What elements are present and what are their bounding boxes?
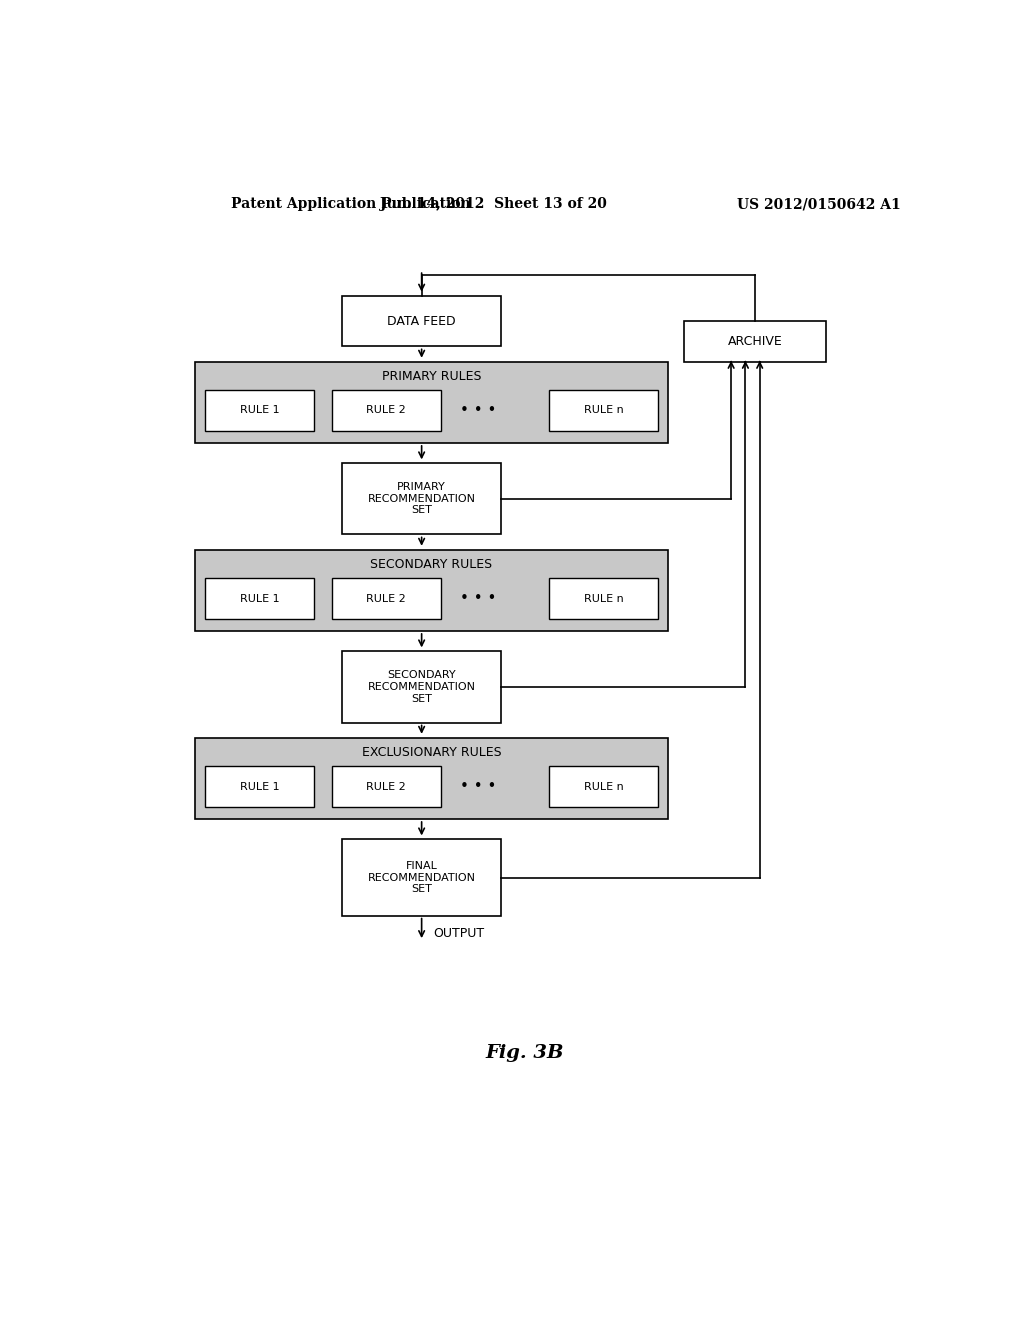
Text: • • •: • • •	[461, 591, 497, 606]
Text: RULE 2: RULE 2	[367, 594, 407, 603]
Text: RULE n: RULE n	[584, 781, 624, 792]
Bar	[684, 321, 826, 362]
Text: • • •: • • •	[461, 779, 497, 795]
Bar	[196, 362, 668, 444]
Text: DATA FEED: DATA FEED	[387, 314, 456, 327]
Text: OUTPUT: OUTPUT	[433, 928, 484, 940]
Text: RULE 1: RULE 1	[240, 781, 280, 792]
Text: Patent Application Publication: Patent Application Publication	[231, 197, 471, 211]
Text: ARCHIVE: ARCHIVE	[728, 335, 782, 348]
Bar	[205, 391, 313, 430]
Text: PRIMARY RULES: PRIMARY RULES	[382, 370, 481, 383]
Text: • • •: • • •	[461, 403, 497, 418]
Text: RULE 2: RULE 2	[367, 781, 407, 792]
Text: Fig. 3B: Fig. 3B	[485, 1044, 564, 1061]
Text: RULE n: RULE n	[584, 594, 624, 603]
Text: SECONDARY
RECOMMENDATION
SET: SECONDARY RECOMMENDATION SET	[368, 671, 475, 704]
Bar	[332, 391, 440, 430]
Text: PRIMARY
RECOMMENDATION
SET: PRIMARY RECOMMENDATION SET	[368, 482, 475, 516]
Bar	[196, 549, 668, 631]
Bar	[549, 578, 658, 619]
Bar	[196, 738, 668, 818]
Text: Jun. 14, 2012  Sheet 13 of 20: Jun. 14, 2012 Sheet 13 of 20	[380, 197, 606, 211]
Bar	[342, 296, 501, 346]
Bar	[205, 578, 313, 619]
Text: RULE 1: RULE 1	[240, 405, 280, 416]
Bar	[332, 766, 440, 807]
Text: EXCLUSIONARY RULES: EXCLUSIONARY RULES	[361, 746, 502, 759]
Text: FINAL
RECOMMENDATION
SET: FINAL RECOMMENDATION SET	[368, 861, 475, 894]
Bar	[342, 840, 501, 916]
Text: RULE n: RULE n	[584, 405, 624, 416]
Bar	[549, 391, 658, 430]
Bar	[342, 463, 501, 535]
Text: US 2012/0150642 A1: US 2012/0150642 A1	[736, 197, 900, 211]
Text: SECONDARY RULES: SECONDARY RULES	[371, 558, 493, 570]
Text: RULE 2: RULE 2	[367, 405, 407, 416]
Bar	[332, 578, 440, 619]
Bar	[205, 766, 313, 807]
Bar	[549, 766, 658, 807]
Bar	[342, 651, 501, 722]
Text: RULE 1: RULE 1	[240, 594, 280, 603]
